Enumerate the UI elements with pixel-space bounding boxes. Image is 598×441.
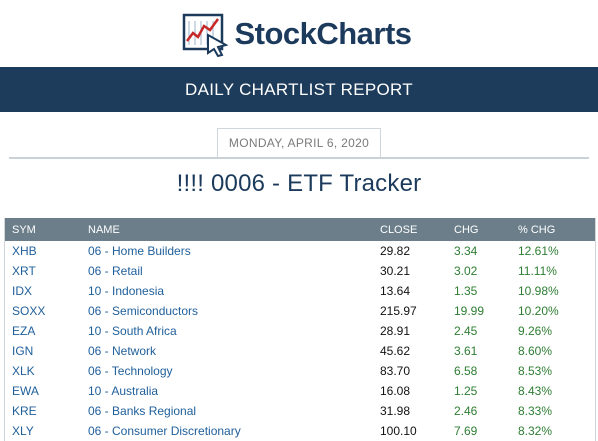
percent-change-value: 8.43%: [518, 384, 553, 398]
name-link[interactable]: 10 - Indonesia: [88, 284, 165, 298]
percent-change-value: 10.98%: [518, 284, 559, 298]
change-value: 6.58: [454, 364, 478, 378]
column-header-chg[interactable]: CHG: [454, 223, 479, 236]
report-title: DAILY CHARTLIST REPORT: [185, 79, 413, 99]
close-value: 29.82: [380, 244, 411, 258]
name-link[interactable]: 06 - Technology: [88, 364, 173, 378]
stockcharts-logo[interactable]: StockCharts: [182, 11, 412, 57]
table-row[interactable]: EZA 10 - South Africa 28.91 2.45 9.26%: [5, 321, 595, 341]
name-link[interactable]: 06 - Home Builders: [88, 244, 191, 258]
change-value: 7.69: [454, 424, 478, 438]
change-value: 19.99: [454, 304, 485, 318]
symbol-link[interactable]: XHB: [12, 244, 37, 258]
change-value: 1.35: [454, 284, 478, 298]
logo-text: StockCharts: [234, 15, 412, 51]
change-value: 2.45: [454, 324, 478, 338]
change-value: 3.61: [454, 344, 478, 358]
column-header-sym[interactable]: SYM: [12, 223, 36, 236]
symbol-link[interactable]: XLK: [12, 364, 35, 378]
table-body: XHB 06 - Home Builders 29.82 3.34 12.61% XRT 0…: [5, 241, 595, 441]
name-link[interactable]: 06 - Network: [88, 344, 157, 358]
stock-chart-logo-icon: [183, 13, 229, 57]
name-link[interactable]: 06 - Retail: [88, 264, 143, 278]
symbol-link[interactable]: IDX: [12, 284, 33, 298]
percent-change-value: 11.11%: [518, 264, 557, 278]
etf-table-container: SYM NAME CLOSE CHG % CHG XHB 06 - Home Bu…: [4, 218, 596, 441]
table-row[interactable]: KRE 06 - Banks Regional 31.98 2.46 8.33%: [5, 401, 595, 421]
table-row[interactable]: XLY 06 - Consumer Discretionary 100.10 7.69…: [5, 421, 595, 441]
symbol-link[interactable]: KRE: [12, 404, 37, 418]
percent-change-value: 8.53%: [518, 364, 553, 378]
table-row[interactable]: SOXX 06 - Semiconductors 215.97 19.99 10.20%: [5, 301, 595, 321]
percent-change-value: 10.20%: [518, 304, 559, 318]
table-row[interactable]: EWA 10 - Australia 16.08 1.25 8.43%: [5, 381, 595, 401]
close-value: 30.21: [380, 264, 411, 278]
change-value: 3.02: [454, 264, 478, 278]
name-link[interactable]: 10 - South Africa: [88, 324, 177, 338]
percent-change-value: 8.60%: [518, 344, 553, 358]
table-row[interactable]: IDX 10 - Indonesia 13.64 1.35 10.98%: [5, 281, 595, 301]
table-row[interactable]: IGN 06 - Network 45.62 3.61 8.60%: [5, 341, 595, 361]
close-value: 28.91: [380, 324, 411, 338]
divider: [9, 157, 589, 159]
symbol-link[interactable]: XRT: [12, 264, 36, 278]
symbol-link[interactable]: EWA: [12, 384, 39, 398]
name-link[interactable]: 06 - Consumer Discretionary: [88, 424, 241, 438]
column-header-close[interactable]: CLOSE: [380, 223, 418, 236]
change-value: 2.46: [454, 404, 478, 418]
column-header-pct-chg[interactable]: % CHG: [518, 223, 556, 236]
report-date: MONDAY, APRIL 6, 2020: [228, 136, 370, 150]
symbol-link[interactable]: EZA: [12, 324, 36, 338]
site-header: StockCharts: [0, 0, 598, 67]
percent-change-value: 9.26%: [518, 324, 553, 338]
close-value: 100.10: [380, 424, 417, 438]
report-date-tab: MONDAY, APRIL 6, 2020: [217, 128, 381, 157]
close-value: 83.70: [380, 364, 411, 378]
close-value: 13.64: [380, 284, 411, 298]
percent-change-value: 12.61%: [518, 244, 559, 258]
name-link[interactable]: 10 - Australia: [88, 384, 159, 398]
change-value: 1.25: [454, 384, 478, 398]
etf-table: SYM NAME CLOSE CHG % CHG XHB 06 - Home Bu…: [5, 218, 595, 441]
symbol-link[interactable]: IGN: [12, 344, 34, 358]
column-header-name[interactable]: NAME: [88, 223, 120, 236]
change-value: 3.34: [454, 244, 478, 258]
symbol-link[interactable]: SOXX: [12, 304, 46, 318]
close-value: 31.98: [380, 404, 411, 418]
percent-change-value: 8.32%: [518, 424, 553, 438]
name-link[interactable]: 06 - Semiconductors: [88, 304, 199, 318]
table-row[interactable]: XLK 06 - Technology 83.70 6.58 8.53%: [5, 361, 595, 381]
percent-change-value: 8.33%: [518, 404, 553, 418]
report-banner: DAILY CHARTLIST REPORT: [0, 67, 598, 112]
table-header-row: SYM NAME CLOSE CHG % CHG: [5, 218, 595, 241]
close-value: 215.97: [380, 304, 417, 318]
close-value: 45.62: [380, 344, 411, 358]
chartlist-title: !!!! 0006 - ETF Tracker: [176, 170, 422, 197]
close-value: 16.08: [380, 384, 411, 398]
name-link[interactable]: 06 - Banks Regional: [88, 404, 197, 418]
table-row[interactable]: XRT 06 - Retail 30.21 3.02 11.11%: [5, 261, 595, 281]
symbol-link[interactable]: XLY: [12, 424, 34, 438]
table-row[interactable]: XHB 06 - Home Builders 29.82 3.34 12.61%: [5, 241, 595, 261]
